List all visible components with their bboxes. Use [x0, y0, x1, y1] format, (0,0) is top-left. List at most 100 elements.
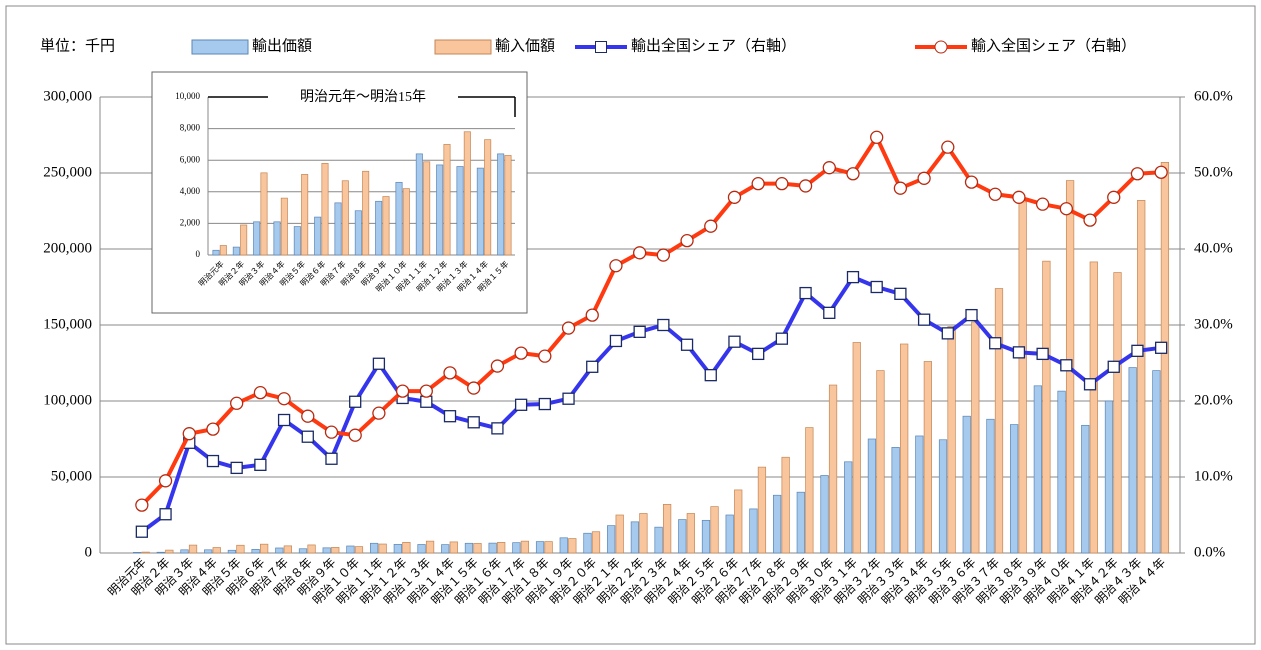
bar — [382, 196, 390, 256]
y2-tick-label: 60.0% — [1194, 88, 1233, 104]
marker — [989, 337, 1002, 350]
marker — [135, 525, 149, 538]
marker — [799, 286, 812, 300]
bar — [639, 513, 648, 554]
marker — [1059, 202, 1073, 216]
bar — [1081, 424, 1090, 554]
bar — [464, 542, 474, 554]
y-tick-label: 10,000 — [175, 91, 200, 101]
marker — [1083, 378, 1097, 391]
marker — [1012, 346, 1026, 359]
bar — [260, 543, 269, 554]
bar — [253, 221, 261, 256]
y-tick-label: 300,000 — [43, 88, 92, 104]
y-tick-label: 2,000 — [180, 217, 201, 227]
y-tick-label: 250,000 — [43, 164, 92, 180]
marker — [562, 392, 575, 405]
marker — [135, 498, 149, 512]
bar — [520, 540, 530, 554]
bar — [443, 144, 451, 256]
bar — [449, 541, 458, 554]
bar — [844, 461, 853, 554]
bar — [322, 547, 331, 554]
marker — [1154, 165, 1168, 179]
marker — [823, 306, 836, 319]
marker — [1107, 190, 1121, 204]
bar — [251, 549, 260, 554]
marker — [561, 321, 576, 335]
marker — [633, 325, 646, 338]
bar — [204, 549, 213, 554]
bar — [734, 489, 743, 554]
bar — [1160, 162, 1170, 554]
bar — [654, 526, 663, 554]
bar — [354, 210, 362, 256]
y2-tick-label: 20.0% — [1194, 392, 1233, 408]
y-tick-label: 0 — [196, 249, 201, 259]
marker — [206, 422, 220, 436]
marker — [893, 181, 908, 195]
bar — [544, 541, 553, 554]
marker — [253, 385, 268, 400]
y-tick-label: 8,000 — [180, 123, 201, 133]
marker — [941, 327, 954, 340]
bar — [805, 427, 814, 554]
y-tick-label: 150,000 — [43, 316, 92, 332]
marker — [751, 176, 765, 191]
marker — [988, 187, 1002, 201]
legend-label: 輸入全国シェア（右軸） — [971, 36, 1136, 54]
bar — [441, 544, 450, 554]
bar — [559, 537, 568, 554]
y-tick-label: 0 — [85, 544, 93, 560]
marker — [514, 398, 528, 411]
bar — [436, 164, 444, 256]
marker — [917, 171, 931, 185]
bar — [867, 438, 877, 554]
bar — [504, 155, 512, 256]
bar — [607, 525, 616, 554]
marker — [206, 454, 220, 468]
y2-tick-label: 0.0% — [1194, 544, 1225, 560]
marker — [349, 395, 362, 408]
legend-marker — [934, 40, 948, 54]
bar — [900, 343, 909, 554]
y2-tick-label: 50.0% — [1194, 164, 1233, 180]
y-tick-label: 4,000 — [180, 186, 201, 196]
bar — [307, 544, 316, 554]
y2-tick-label: 10.0% — [1194, 468, 1233, 484]
marker — [870, 280, 883, 294]
bar — [497, 153, 505, 256]
bar — [725, 514, 734, 554]
bar — [334, 202, 342, 256]
legend-label: 輸出価額 — [252, 37, 312, 54]
bar — [1042, 260, 1051, 554]
marker — [1154, 341, 1168, 354]
marker — [1036, 347, 1049, 361]
marker — [704, 369, 717, 382]
bar — [260, 172, 268, 256]
marker — [491, 422, 504, 435]
marker — [680, 233, 694, 248]
marker — [1060, 359, 1073, 372]
bar — [1033, 385, 1042, 554]
marker — [657, 318, 670, 332]
bar — [1057, 390, 1066, 554]
marker — [467, 416, 480, 429]
bar — [275, 547, 284, 554]
bar — [971, 321, 980, 554]
marker — [324, 425, 339, 439]
marker — [490, 359, 505, 373]
bar — [535, 541, 545, 554]
bar — [701, 519, 711, 554]
marker — [894, 287, 907, 300]
bar — [331, 547, 340, 554]
bar — [378, 543, 387, 554]
bar — [417, 544, 426, 554]
legend-label: 輸入価額 — [495, 37, 555, 54]
marker — [325, 452, 338, 465]
bar — [1089, 261, 1098, 554]
bar — [346, 545, 355, 554]
bar — [370, 542, 379, 554]
bar — [180, 549, 189, 554]
marker — [538, 397, 551, 411]
